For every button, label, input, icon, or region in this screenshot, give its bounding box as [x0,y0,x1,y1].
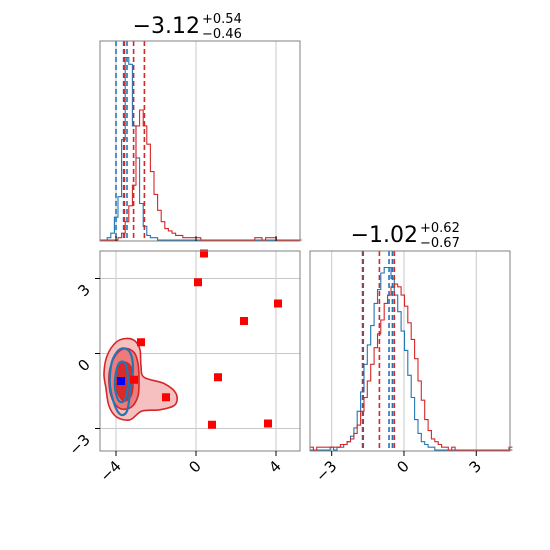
y-param-title-minus: −0.67 [420,236,460,251]
red-square-marker [194,278,202,287]
contour-panel-x-tick-label: 0 [185,457,204,476]
red-square-marker [200,249,208,258]
y-marginal-x-tick-label: 3 [466,457,485,476]
y-param-title-plus: +0.62 [420,221,460,236]
contour-panel-x-tick-label: 4 [265,457,284,476]
y-marginal-blue-histogram-step [310,266,513,451]
y-marginal-frame [309,250,511,452]
x-marginal-frame [99,40,301,242]
y-marginal-x-tick-label: 0 [393,457,412,476]
frames-layer [99,40,511,452]
x-marginal-red-histogram-step [100,109,302,241]
red-square-marker [274,299,282,308]
contour-panel-y-tick-label: −3 [65,431,93,459]
bottom-right-histogram-panel [310,251,513,451]
contour-panel-y-tick-label: 3 [74,281,93,300]
x-marginal-blue-histogram-step [100,56,302,241]
x-param-title-value: −3.12 [133,14,200,39]
red-square-marker [214,373,222,382]
blue-contour-line-outer [108,347,135,417]
red-square-marker [137,338,145,347]
bottom-left-contour-panel [103,249,282,429]
x-param-title-plus: +0.54 [202,12,242,27]
blue-square-marker [117,377,125,385]
x-param-title: −3.12 +0.54 −0.46 [133,12,242,42]
red-square-marker [240,317,248,325]
contour-panel-y-tick-label: 0 [74,356,93,375]
y-marginal-red-histogram-step [310,283,513,451]
red-square-marker [264,419,272,428]
contour-panel-frame [99,250,301,452]
y-param-title: −1.02 +0.62 −0.67 [351,221,460,251]
top-left-histogram-panel [100,41,302,241]
red-square-marker [162,393,170,402]
red-contour-line-outer [103,337,178,421]
y-param-title-value: −1.02 [351,223,418,248]
x-param-title-minus: −0.46 [202,27,242,42]
blue-contour-line-inner [113,360,130,404]
red-square-marker [208,420,216,429]
red-square-marker [130,375,138,384]
contour-panel-x-tick-label: −4 [96,457,124,485]
y-marginal-x-tick-label: −3 [312,457,340,485]
